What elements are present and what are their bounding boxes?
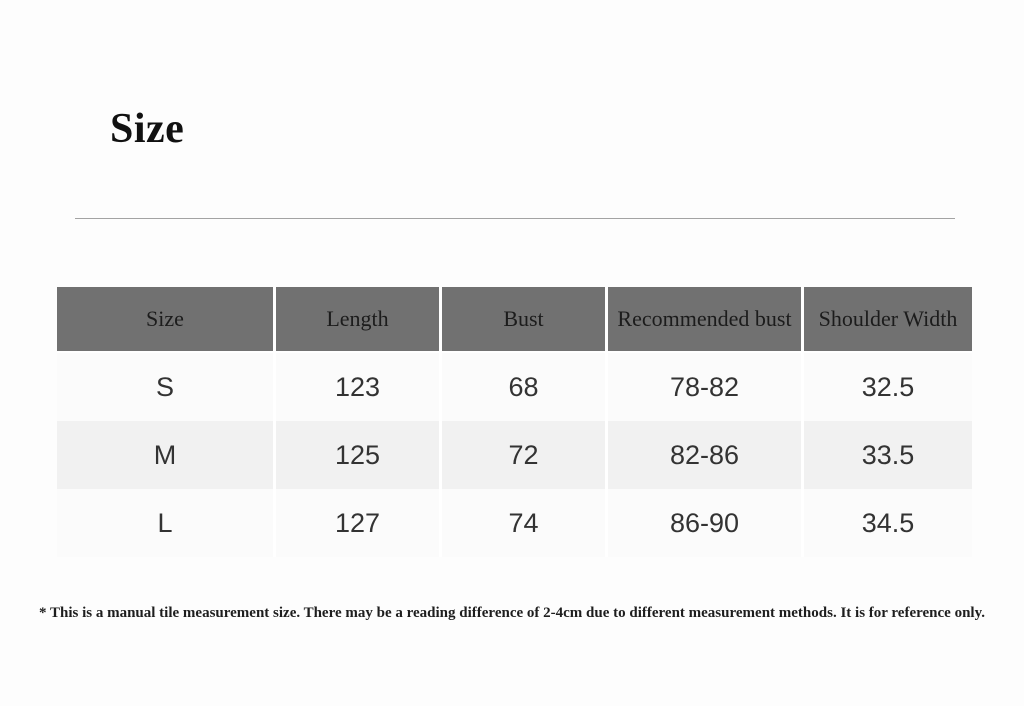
cell-recommended-bust: 82-86 xyxy=(605,421,801,489)
section-divider xyxy=(75,218,955,219)
cell-recommended-bust: 78-82 xyxy=(605,353,801,421)
cell-recommended-bust: 86-90 xyxy=(605,489,801,557)
header-cell-length: Length xyxy=(273,287,439,353)
cell-size: L xyxy=(57,489,273,557)
cell-length: 125 xyxy=(273,421,439,489)
cell-shoulder-width: 33.5 xyxy=(801,421,972,489)
table-header-row: Size Length Bust Recommended bust Should… xyxy=(57,287,972,353)
cell-length: 127 xyxy=(273,489,439,557)
cell-bust: 74 xyxy=(439,489,605,557)
header-cell-bust: Bust xyxy=(439,287,605,353)
table-row-m: M 125 72 82-86 33.5 xyxy=(57,421,972,489)
header-cell-recommended-bust: Recommended bust xyxy=(605,287,801,353)
header-cell-size: Size xyxy=(57,287,273,353)
cell-shoulder-width: 34.5 xyxy=(801,489,972,557)
cell-bust: 68 xyxy=(439,353,605,421)
cell-length: 123 xyxy=(273,353,439,421)
cell-bust: 72 xyxy=(439,421,605,489)
footnote: * This is a manual tile measurement size… xyxy=(39,605,985,621)
cell-size: S xyxy=(57,353,273,421)
cell-shoulder-width: 32.5 xyxy=(801,353,972,421)
size-table: Size Length Bust Recommended bust Should… xyxy=(57,287,972,557)
cell-size: M xyxy=(57,421,273,489)
page-title: Size xyxy=(110,106,185,152)
table-row-s: S 123 68 78-82 32.5 xyxy=(57,353,972,421)
header-cell-shoulder-width: Shoulder Width xyxy=(801,287,972,353)
table-row-l: L 127 74 86-90 34.5 xyxy=(57,489,972,557)
